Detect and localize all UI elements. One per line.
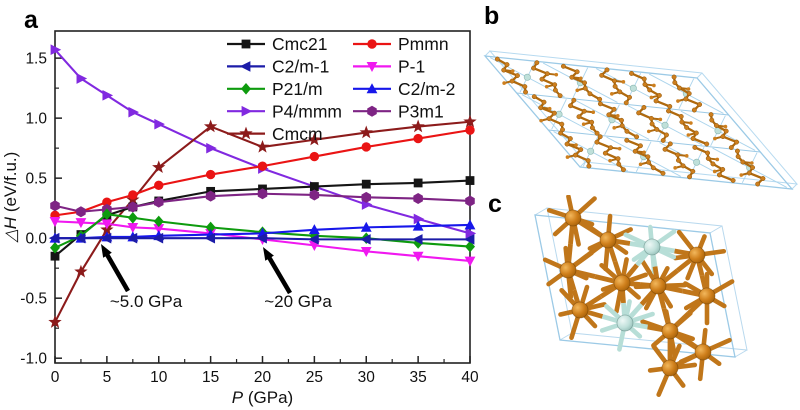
tick-labels: 0 5 10 15 20 25 30 35 40 -1.0 -0.5 0.0 0.5 1.0 1.5: [20, 50, 479, 386]
orange-atom: [688, 246, 706, 264]
teal-atom: [616, 314, 634, 332]
orange-atom: [661, 359, 679, 377]
svg-text:-0.5: -0.5: [20, 290, 47, 307]
series-P3m1: [50, 188, 475, 218]
series-C2/m-1: [48, 232, 475, 245]
y-axis-label: △H (eV/f.u.): [1, 152, 20, 244]
series-Pmmn: [50, 125, 475, 221]
svg-text:1.0: 1.0: [25, 110, 47, 127]
legend-item-P4/mmm: P4/mmm: [227, 101, 342, 121]
legend-item-Cmc21: Cmc21: [227, 34, 327, 54]
svg-text:35: 35: [410, 369, 427, 386]
atoms: [559, 209, 716, 377]
orange-atom: [694, 343, 712, 361]
svg-text:20: 20: [254, 369, 272, 386]
svg-text:40: 40: [461, 369, 479, 386]
svg-text:C2/m-2: C2/m-2: [398, 79, 455, 99]
orange-atom: [661, 322, 679, 340]
atom-chains: [494, 56, 766, 187]
svg-text:10: 10: [150, 369, 168, 386]
orange-atom: [698, 287, 716, 305]
orange-atom: [649, 277, 667, 295]
orange-atom: [571, 301, 589, 319]
legend-item-P3m1: P3m1: [353, 101, 444, 121]
legend-item-P-1: P-1: [353, 57, 425, 77]
svg-text:~5.0 GPa: ~5.0 GPa: [110, 292, 183, 311]
orange-atom: [559, 261, 577, 279]
svg-text:25: 25: [306, 369, 323, 386]
svg-text:0.0: 0.0: [25, 230, 47, 247]
x-axis-label: P (GPa): [232, 388, 293, 407]
axis-labels: P (GPa) △H (eV/f.u.): [1, 152, 293, 407]
svg-text:Cmc21: Cmc21: [272, 34, 327, 54]
svg-text:1.5: 1.5: [25, 50, 47, 67]
series-P4/mmm: [50, 44, 477, 239]
legend-item-C2/m-2: C2/m-2: [353, 79, 455, 99]
enthalpy-vs-pressure-chart: 0 5 10 15 20 25 30 35 40 -1.0 -0.5 0.0 0.5 1.0 1.5 P (G…: [1, 30, 479, 407]
svg-text:P-1: P-1: [398, 57, 425, 77]
orange-atom: [599, 231, 617, 249]
svg-text:Cmcm: Cmcm: [272, 124, 323, 144]
svg-text:30: 30: [358, 369, 376, 386]
svg-text:P4/mmm: P4/mmm: [272, 101, 342, 121]
svg-text:5: 5: [103, 369, 112, 386]
svg-text:P21/m: P21/m: [272, 79, 323, 99]
legend-item-Cmcm: Cmcm: [227, 124, 323, 144]
legend-item-P21/m: P21/m: [227, 79, 323, 99]
crystal-structure-c: [534, 195, 748, 397]
annotation-1: ~5.0 GPa: [101, 244, 183, 311]
svg-text:-1.0: -1.0: [20, 350, 47, 367]
crystal-structure-b: [483, 50, 799, 190]
orange-atom: [564, 209, 582, 227]
legend-item-Pmmn: Pmmn: [353, 34, 449, 54]
teal-atom: [643, 238, 661, 256]
svg-text:C2/m-1: C2/m-1: [272, 57, 329, 77]
legend-item-C2/m-1: C2/m-1: [227, 57, 329, 77]
svg-text:P3m1: P3m1: [398, 101, 444, 121]
panel-b-label: b: [484, 2, 500, 30]
svg-text:0: 0: [51, 369, 60, 386]
panel-c-label: c: [488, 190, 502, 218]
svg-text:0.5: 0.5: [25, 170, 47, 187]
svg-text:~20 GPa: ~20 GPa: [264, 292, 332, 311]
svg-text:Pmmn: Pmmn: [398, 34, 449, 54]
panel-a-label: a: [24, 6, 38, 34]
annotation-2: ~20 GPa: [263, 247, 332, 311]
svg-text:15: 15: [202, 369, 219, 386]
orange-atom: [613, 274, 631, 292]
